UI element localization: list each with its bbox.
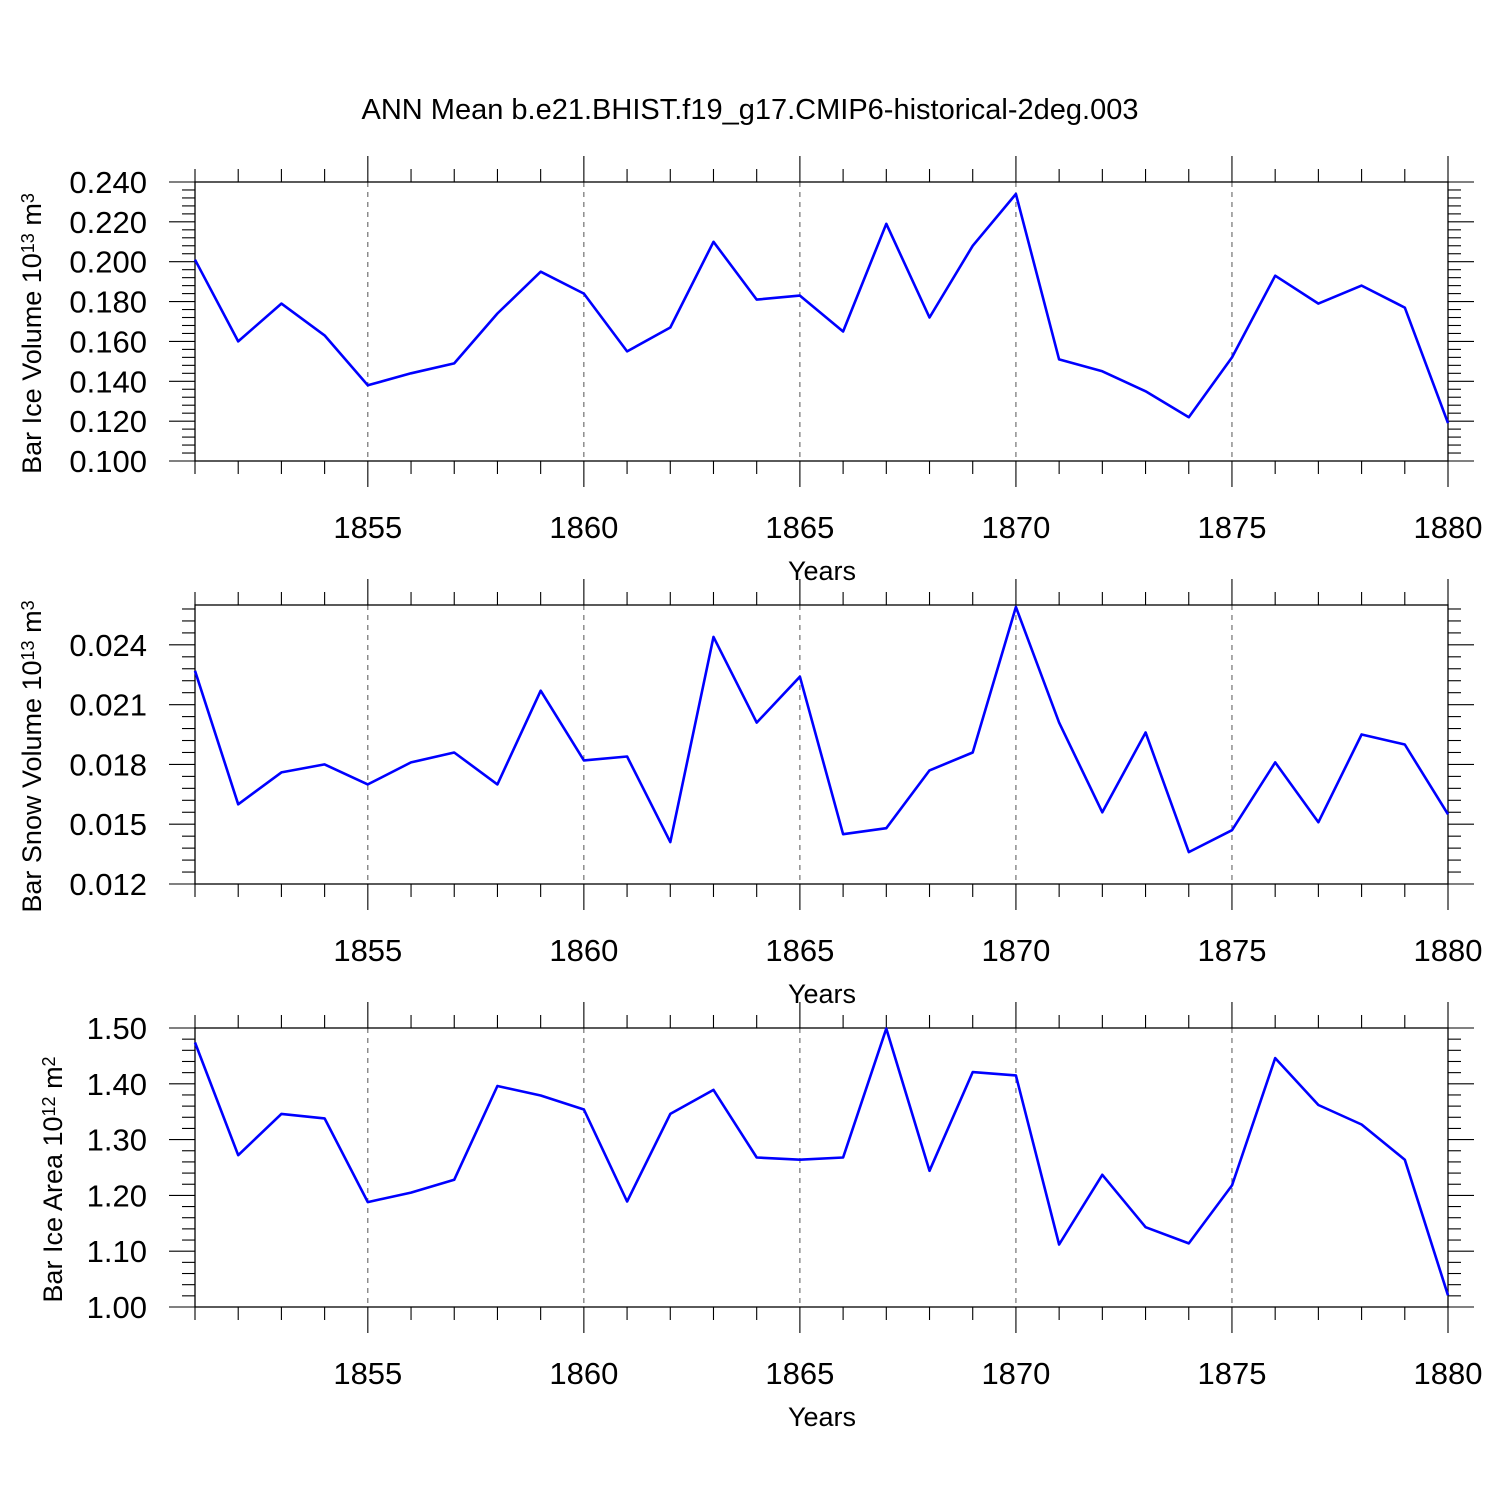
plot-frame [194, 1027, 1449, 1308]
x-tick-label: 1855 [333, 510, 402, 545]
plot-frame [194, 604, 1449, 885]
y-tick-label: 0.024 [69, 628, 147, 663]
y-tick-label: 0.015 [69, 807, 147, 842]
x-tick-label: 1865 [765, 510, 834, 545]
y-tick-label: 1.00 [87, 1290, 147, 1325]
y-tick-label: 0.180 [69, 285, 147, 320]
x-tick-label: 1865 [765, 933, 834, 968]
series-line [193, 605, 1450, 854]
x-tick-label: 1880 [1414, 1356, 1483, 1391]
x-tick-label: 1880 [1414, 933, 1483, 968]
x-tick-label: 1855 [333, 1356, 402, 1391]
y-axis-label-text: Bar Ice Area 10 [38, 1116, 68, 1302]
x-tick-label: 1860 [549, 1356, 618, 1391]
y-axis-label-text: m [17, 203, 47, 233]
x-axis-label: Years [788, 979, 856, 1009]
y-tick-label: 1.50 [87, 1011, 147, 1046]
x-tick-label: 1870 [981, 1356, 1050, 1391]
x-tick-label: 1855 [333, 933, 402, 968]
y-axis-label-superscript: 2 [39, 1056, 59, 1066]
y-axis-label-superscript: 3 [18, 600, 38, 610]
y-tick-label: 1.20 [87, 1178, 147, 1213]
panel-3: 1.00 1.10 1.20 1.30 1.40 1.50 1855 1860 1865 1870… [38, 1002, 1482, 1432]
panels: 0.100 0.120 0.140 0.160 0.180 0.200 0.220 0.240… [17, 156, 1482, 1432]
panel-1: 0.100 0.120 0.140 0.160 0.180 0.200 0.220 0.240… [17, 156, 1482, 586]
y-tick-label: 0.160 [69, 324, 147, 359]
x-axis-label: Years [788, 1402, 856, 1432]
y-tick-label: 0.012 [69, 867, 147, 902]
x-tick-label: 1875 [1197, 933, 1266, 968]
x-tick-label: 1860 [549, 510, 618, 545]
y-axis-label-superscript: 3 [18, 193, 38, 203]
y-tick-label: 0.220 [69, 205, 147, 240]
x-tick-label: 1870 [981, 510, 1050, 545]
series-line [193, 192, 1450, 424]
plot-frame [194, 181, 1449, 462]
y-axis-label: Bar Ice Area 1012 m2 [38, 1056, 68, 1302]
y-tick-label: 0.100 [69, 444, 147, 479]
y-tick-label: 0.240 [69, 165, 147, 200]
x-tick-label: 1870 [981, 933, 1050, 968]
x-tick-label: 1880 [1414, 510, 1483, 545]
y-axis-label: Bar Ice Volume 1013 m3 [17, 193, 47, 474]
x-axis-label: Years [788, 556, 856, 586]
x-tick-label: 1860 [549, 933, 618, 968]
y-axis-label-text: Bar Ice Volume 10 [17, 253, 47, 474]
y-axis-label-text: m [38, 1066, 68, 1096]
y-tick-label: 0.018 [69, 747, 147, 782]
figure-title: ANN Mean b.e21.BHIST.f19_g17.CMIP6-histo… [362, 94, 1139, 126]
y-tick-label: 1.10 [87, 1234, 147, 1269]
y-axis-label-text: m [17, 610, 47, 640]
panel-2: 0.012 0.015 0.018 0.021 0.024 1855 1860 1865 187… [17, 579, 1482, 1009]
y-tick-label: 1.40 [87, 1067, 147, 1102]
y-tick-label: 1.30 [87, 1123, 147, 1158]
y-axis-label-text: Bar Snow Volume 10 [17, 660, 47, 912]
y-axis-label: Bar Snow Volume 1013 m3 [17, 600, 47, 912]
y-tick-label: 0.120 [69, 404, 147, 439]
y-tick-label: 0.200 [69, 245, 147, 280]
series-line [193, 1027, 1450, 1296]
y-tick-label: 0.021 [69, 688, 147, 723]
y-tick-label: 0.140 [69, 364, 147, 399]
y-axis-label-superscript: 12 [39, 1096, 59, 1116]
x-tick-label: 1875 [1197, 510, 1266, 545]
y-axis-label-superscript: 13 [18, 640, 38, 660]
x-tick-label: 1875 [1197, 1356, 1266, 1391]
x-tick-label: 1865 [765, 1356, 834, 1391]
y-axis-label-superscript: 13 [18, 233, 38, 253]
